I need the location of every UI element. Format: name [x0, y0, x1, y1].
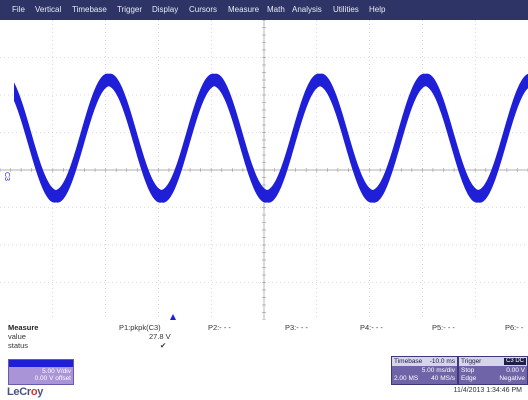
trigger-type: Edge: [461, 375, 477, 382]
menu-bar: File Vertical Timebase Trigger Display Cursor…: [0, 0, 528, 20]
trigger-source-badge: C3 DC: [503, 358, 526, 365]
channel-vdiv: 5.00 V/div: [42, 368, 71, 375]
menu-display[interactable]: Display: [152, 5, 179, 14]
menu-utilities[interactable]: Utilities: [333, 5, 359, 14]
timebase-delay: -10.0 ms: [429, 358, 455, 365]
timebase-title: Timebase: [394, 358, 423, 365]
param-p2-name[interactable]: P2:- - -: [208, 323, 231, 332]
menu-trigger[interactable]: Trigger: [117, 5, 143, 14]
scope-grid: C3: [0, 20, 528, 320]
lecroy-logo: LeCroy: [7, 386, 44, 398]
menu-math[interactable]: Math: [267, 5, 285, 14]
menu-analysis[interactable]: Analysis: [292, 5, 322, 14]
menu-help[interactable]: Help: [369, 5, 386, 14]
timebase-rate: 40 MS/s: [431, 375, 455, 382]
status-label: status: [8, 341, 29, 350]
channel-offset: 0.00 V offset: [34, 375, 71, 382]
menu-cursors[interactable]: Cursors: [189, 5, 218, 14]
param-p6-name[interactable]: P6:- -: [505, 323, 524, 332]
trigger-title: Trigger: [461, 358, 482, 365]
param-p1-status-icon: ✔: [160, 341, 167, 350]
channel-color-bar: [9, 360, 73, 367]
menu-vertical[interactable]: Vertical: [35, 5, 62, 14]
param-p5-name[interactable]: P5:- - -: [432, 323, 455, 332]
date-time: 11/4/2013 1:34:46 PM: [453, 387, 522, 394]
measure-label: Measure: [8, 323, 39, 332]
timebase-samples: 2.00 MS: [394, 375, 419, 382]
channel-marker-c3: C3: [3, 172, 10, 181]
trigger-mode: Stop: [461, 367, 475, 374]
param-p1-name[interactable]: P1:pkpk(C3): [119, 323, 161, 332]
timebase-tdiv: 5.00 ms/div: [421, 367, 455, 374]
menu-timebase[interactable]: Timebase: [72, 5, 107, 14]
param-p4-name[interactable]: P4:- - -: [360, 323, 383, 332]
timebase-descriptor[interactable]: Timebase -10.0 ms 5.00 ms/div 2.00 MS 40…: [391, 356, 458, 385]
trigger-slope: Negative: [499, 375, 525, 382]
param-p3-name[interactable]: P3:- - -: [285, 323, 308, 332]
value-label: value: [8, 332, 26, 341]
menu-file[interactable]: File: [12, 5, 25, 14]
param-p1-value: 27.8 V: [149, 332, 171, 341]
menu-measure[interactable]: Measure: [228, 5, 260, 14]
trigger-descriptor[interactable]: Trigger C3 DC Stop 0.00 V Edge Negative: [458, 356, 528, 385]
c3-waveform-trace: [14, 73, 528, 203]
trigger-level: 0.00 V: [506, 367, 525, 374]
trigger-position-marker: [170, 314, 176, 320]
channel-c3-descriptor[interactable]: 5.00 V/div 0.00 V offset: [8, 359, 74, 385]
